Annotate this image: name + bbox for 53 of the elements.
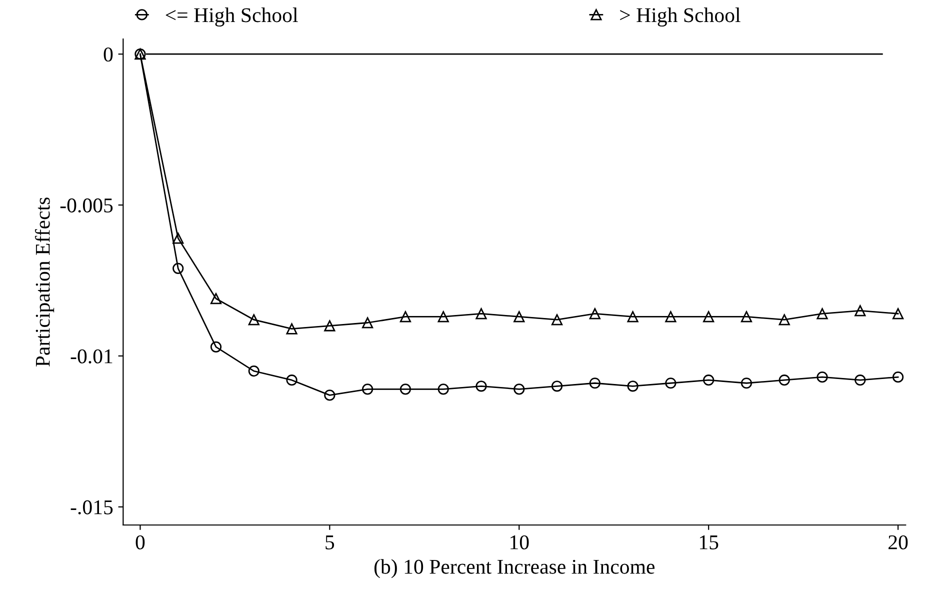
point (438, 384, 449, 395)
point (248, 314, 260, 326)
point (740, 378, 752, 389)
point (248, 365, 260, 377)
x-tick-label: 15 (700, 535, 718, 550)
x-tick-label: 5 (326, 536, 334, 550)
point (892, 308, 904, 320)
point (703, 311, 714, 322)
point (476, 308, 487, 320)
point (778, 374, 790, 386)
point (703, 374, 714, 386)
x-tick-label: 0 (136, 535, 145, 550)
point (286, 323, 298, 334)
point (740, 311, 752, 322)
y-tick-label: -0.01 (70, 349, 112, 364)
y-tick-label: -0.005 (60, 198, 113, 213)
point (854, 305, 866, 316)
point (324, 320, 336, 332)
point (476, 380, 487, 392)
point (324, 390, 336, 401)
point (362, 384, 374, 395)
legend-label: > High School (620, 8, 740, 26)
point (892, 372, 904, 383)
point (210, 341, 222, 352)
point (438, 311, 449, 322)
y-tick-label: -.015 (70, 500, 113, 514)
point (514, 311, 525, 322)
x-axis-title: (b) 10 Percent Increase in Income (374, 559, 655, 578)
legend-label: <= High School (166, 8, 298, 26)
point (665, 311, 676, 322)
point (362, 317, 374, 328)
point (551, 314, 563, 326)
point (589, 308, 600, 320)
point (172, 232, 184, 244)
point (627, 311, 638, 322)
x-tick-label: 20 (888, 535, 908, 550)
point (816, 308, 828, 320)
point (627, 380, 638, 392)
y-axis-title: Participation Effects (34, 198, 54, 367)
point (589, 378, 600, 389)
point (816, 372, 828, 383)
point (551, 380, 563, 392)
point (286, 374, 298, 386)
point (172, 262, 184, 274)
point (514, 384, 525, 395)
y-tick-label: 0 (104, 47, 113, 62)
x-tick-label: 10 (510, 535, 529, 550)
point (400, 384, 412, 395)
point (210, 293, 222, 304)
point (400, 311, 412, 322)
point (665, 378, 676, 389)
point (854, 374, 866, 386)
point (778, 314, 790, 326)
